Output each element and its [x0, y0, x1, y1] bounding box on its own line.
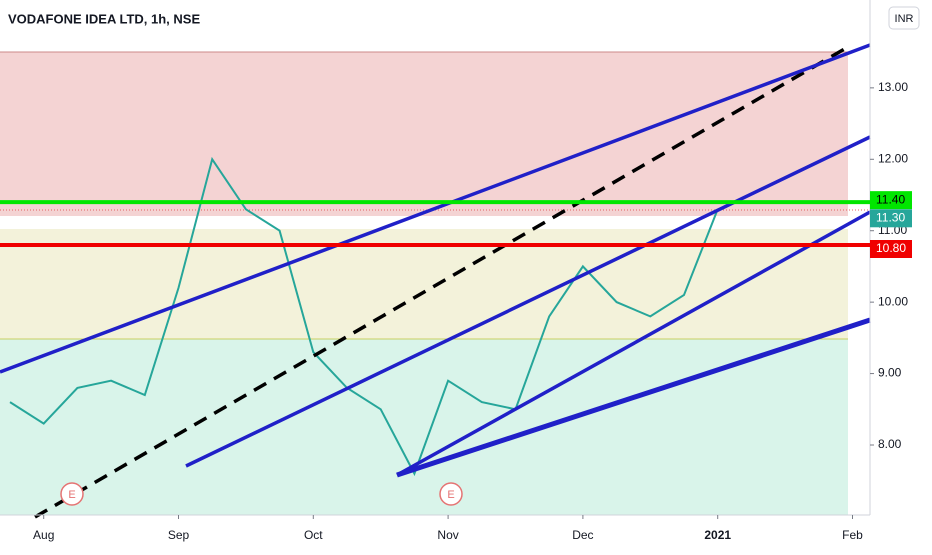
- support-zone: [0, 339, 848, 515]
- currency-label[interactable]: INR: [895, 13, 914, 25]
- level-label: 11.40: [876, 192, 905, 206]
- x-tick-label: 2021: [704, 528, 731, 542]
- x-tick-label: Sep: [168, 528, 190, 542]
- x-tick-label: Oct: [304, 528, 323, 542]
- level-tag: [870, 191, 912, 210]
- level-tag: [870, 240, 912, 258]
- x-tick-label: Nov: [437, 528, 458, 542]
- channel-line: [185, 135, 871, 468]
- channel-line: [396, 210, 871, 477]
- earnings-label: E: [447, 489, 454, 501]
- y-tick-label: 9.00: [878, 366, 902, 380]
- y-tick-label: 8.00: [878, 437, 902, 451]
- y-tick-label: 12.00: [878, 151, 908, 165]
- y-tick-label: 10.00: [878, 294, 908, 308]
- earnings-label: E: [68, 489, 75, 501]
- x-tick-label: Aug: [33, 528, 54, 542]
- currency-button[interactable]: [888, 6, 920, 30]
- level-tag: [870, 209, 912, 228]
- level-label: 10.80: [876, 241, 906, 255]
- channel-line: [0, 43, 871, 374]
- level-label: 11.30: [876, 210, 905, 224]
- x-tick-label: Dec: [572, 528, 593, 542]
- chart-title: VODAFONE IDEA LTD, 1h, NSE: [8, 11, 200, 26]
- resistance-zone: [0, 52, 848, 216]
- y-tick-label: 13.00: [878, 80, 908, 94]
- price-line: [9, 156, 719, 477]
- trend-line: [34, 45, 849, 519]
- earnings-marker: [60, 482, 84, 506]
- earnings-marker: [439, 482, 463, 506]
- x-tick-label: Feb: [842, 528, 863, 542]
- support-line: [396, 317, 871, 478]
